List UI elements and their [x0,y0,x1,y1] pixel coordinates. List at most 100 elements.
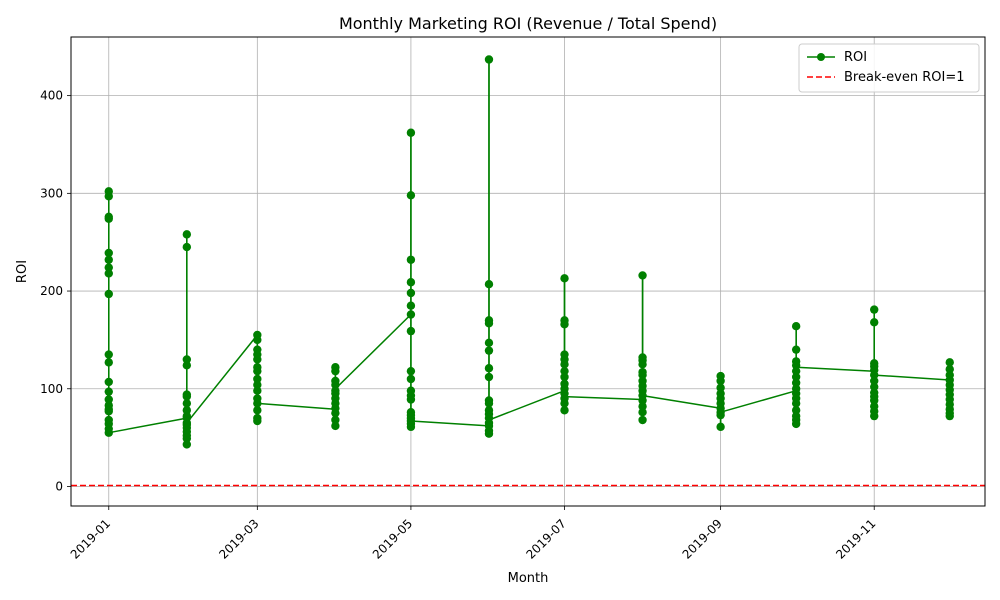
roi-point [791,372,801,382]
legend-break-even-label: Break-even ROI=1 [844,70,965,85]
roi-point [182,392,192,401]
roi-point [791,378,801,388]
roi-point [406,191,416,200]
roi-point [253,406,262,415]
roi-point [331,415,340,425]
roi-point [104,289,113,299]
roi-point [791,322,801,331]
roi-point [104,214,113,223]
roi-point [638,396,647,405]
roi-point [870,318,879,327]
roi-point [406,128,416,137]
roi-point [560,274,569,283]
roi-point [791,419,801,429]
roi-point [560,360,569,369]
roi-point [104,263,113,272]
roi-point [638,402,647,411]
legend: ROI Break-even ROI=1 [798,43,980,93]
roi-point [484,399,494,408]
roi-point [484,346,494,355]
roi-point [182,399,192,408]
roi-point [716,422,725,432]
roi-point [560,406,569,415]
chart-title: Monthly Marketing ROI (Revenue / Total S… [339,14,717,33]
roi-point [560,320,569,329]
roi-point [560,399,569,408]
roi-point [406,422,416,432]
x-axis-label: Month [508,571,549,586]
roi-point [406,366,416,376]
roi-point [560,372,569,382]
roi-point [638,271,647,280]
roi-point [331,408,340,418]
roi-point [331,380,340,390]
roi-point [253,355,262,364]
roi-point [182,242,192,252]
roi-point [484,319,494,328]
y-tick-label: 0 [55,479,63,493]
roi-point [638,360,647,369]
roi-point [104,192,113,201]
roi-point [870,382,879,391]
legend-box [798,43,980,93]
roi-point [945,365,954,374]
roi-point [870,376,879,386]
roi-point [870,396,879,405]
roi-point [253,386,262,395]
roi-point [104,255,113,264]
roi-point [253,380,262,390]
roi-point [870,305,879,314]
plot-frame [70,36,986,507]
roi-point [182,434,192,443]
roi-point [484,372,494,382]
roi-point [104,248,113,258]
roi-point [484,55,494,64]
roi-point [484,429,494,438]
roi-point [638,408,647,417]
roi-point [253,416,262,426]
roi-point [104,377,113,387]
roi-point [406,395,416,404]
roi-point [406,278,416,287]
roi-point [104,269,113,278]
roi-point [182,440,192,449]
y-tick-label: 400 [40,89,63,103]
roi-point [406,374,416,384]
roi-point [331,421,340,431]
y-tick-label: 100 [40,382,63,396]
roi-point [791,406,801,415]
roi-point [253,399,262,408]
roi-point [484,364,494,373]
roi-point [104,387,113,396]
roi-point [182,355,192,364]
roi-point [104,428,113,437]
legend-roi-label: ROI [844,50,867,65]
roi-point [716,383,725,392]
legend-roi-marker [817,53,825,61]
roi-series-group [104,55,954,449]
roi-point [104,350,113,359]
roi-point [253,335,262,345]
roi-point [945,358,954,367]
y-tick-label: 200 [40,284,63,298]
roi-point [182,230,192,239]
roi-point [406,301,416,310]
roi-point [560,366,569,376]
roi-point [791,345,801,354]
roi-point [104,407,113,416]
y-tick-label: 300 [40,186,63,200]
roi-point [331,366,340,376]
roi-point [406,326,416,336]
roi-point [791,399,801,408]
roi-point [182,406,192,415]
roi-point [406,310,416,319]
roi-point [945,411,954,421]
roi-point [716,410,725,420]
roi-point [638,415,647,425]
roi-point [484,280,494,289]
roi-point [182,413,192,423]
roi-point [791,366,801,376]
roi-point [104,395,113,404]
